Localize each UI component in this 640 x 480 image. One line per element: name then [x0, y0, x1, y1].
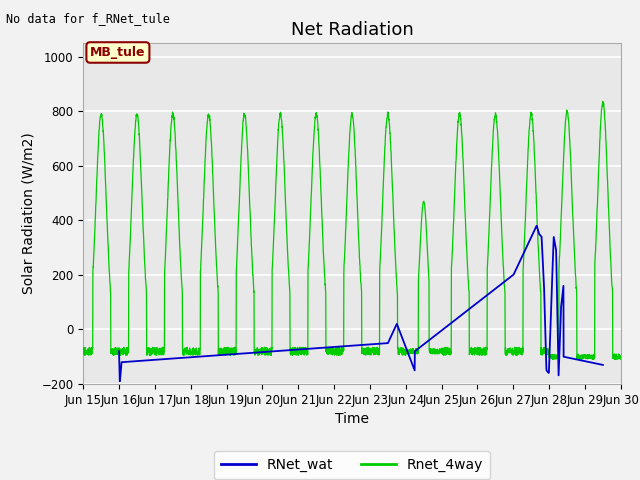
Title: Net Radiation: Net Radiation [291, 21, 413, 39]
Text: No data for f_RNet_tule: No data for f_RNet_tule [6, 12, 170, 25]
Legend: RNet_wat, Rnet_4way: RNet_wat, Rnet_4way [214, 451, 490, 480]
Y-axis label: Solar Radiation (W/m2): Solar Radiation (W/m2) [22, 133, 36, 294]
Text: MB_tule: MB_tule [90, 46, 146, 59]
X-axis label: Time: Time [335, 412, 369, 426]
